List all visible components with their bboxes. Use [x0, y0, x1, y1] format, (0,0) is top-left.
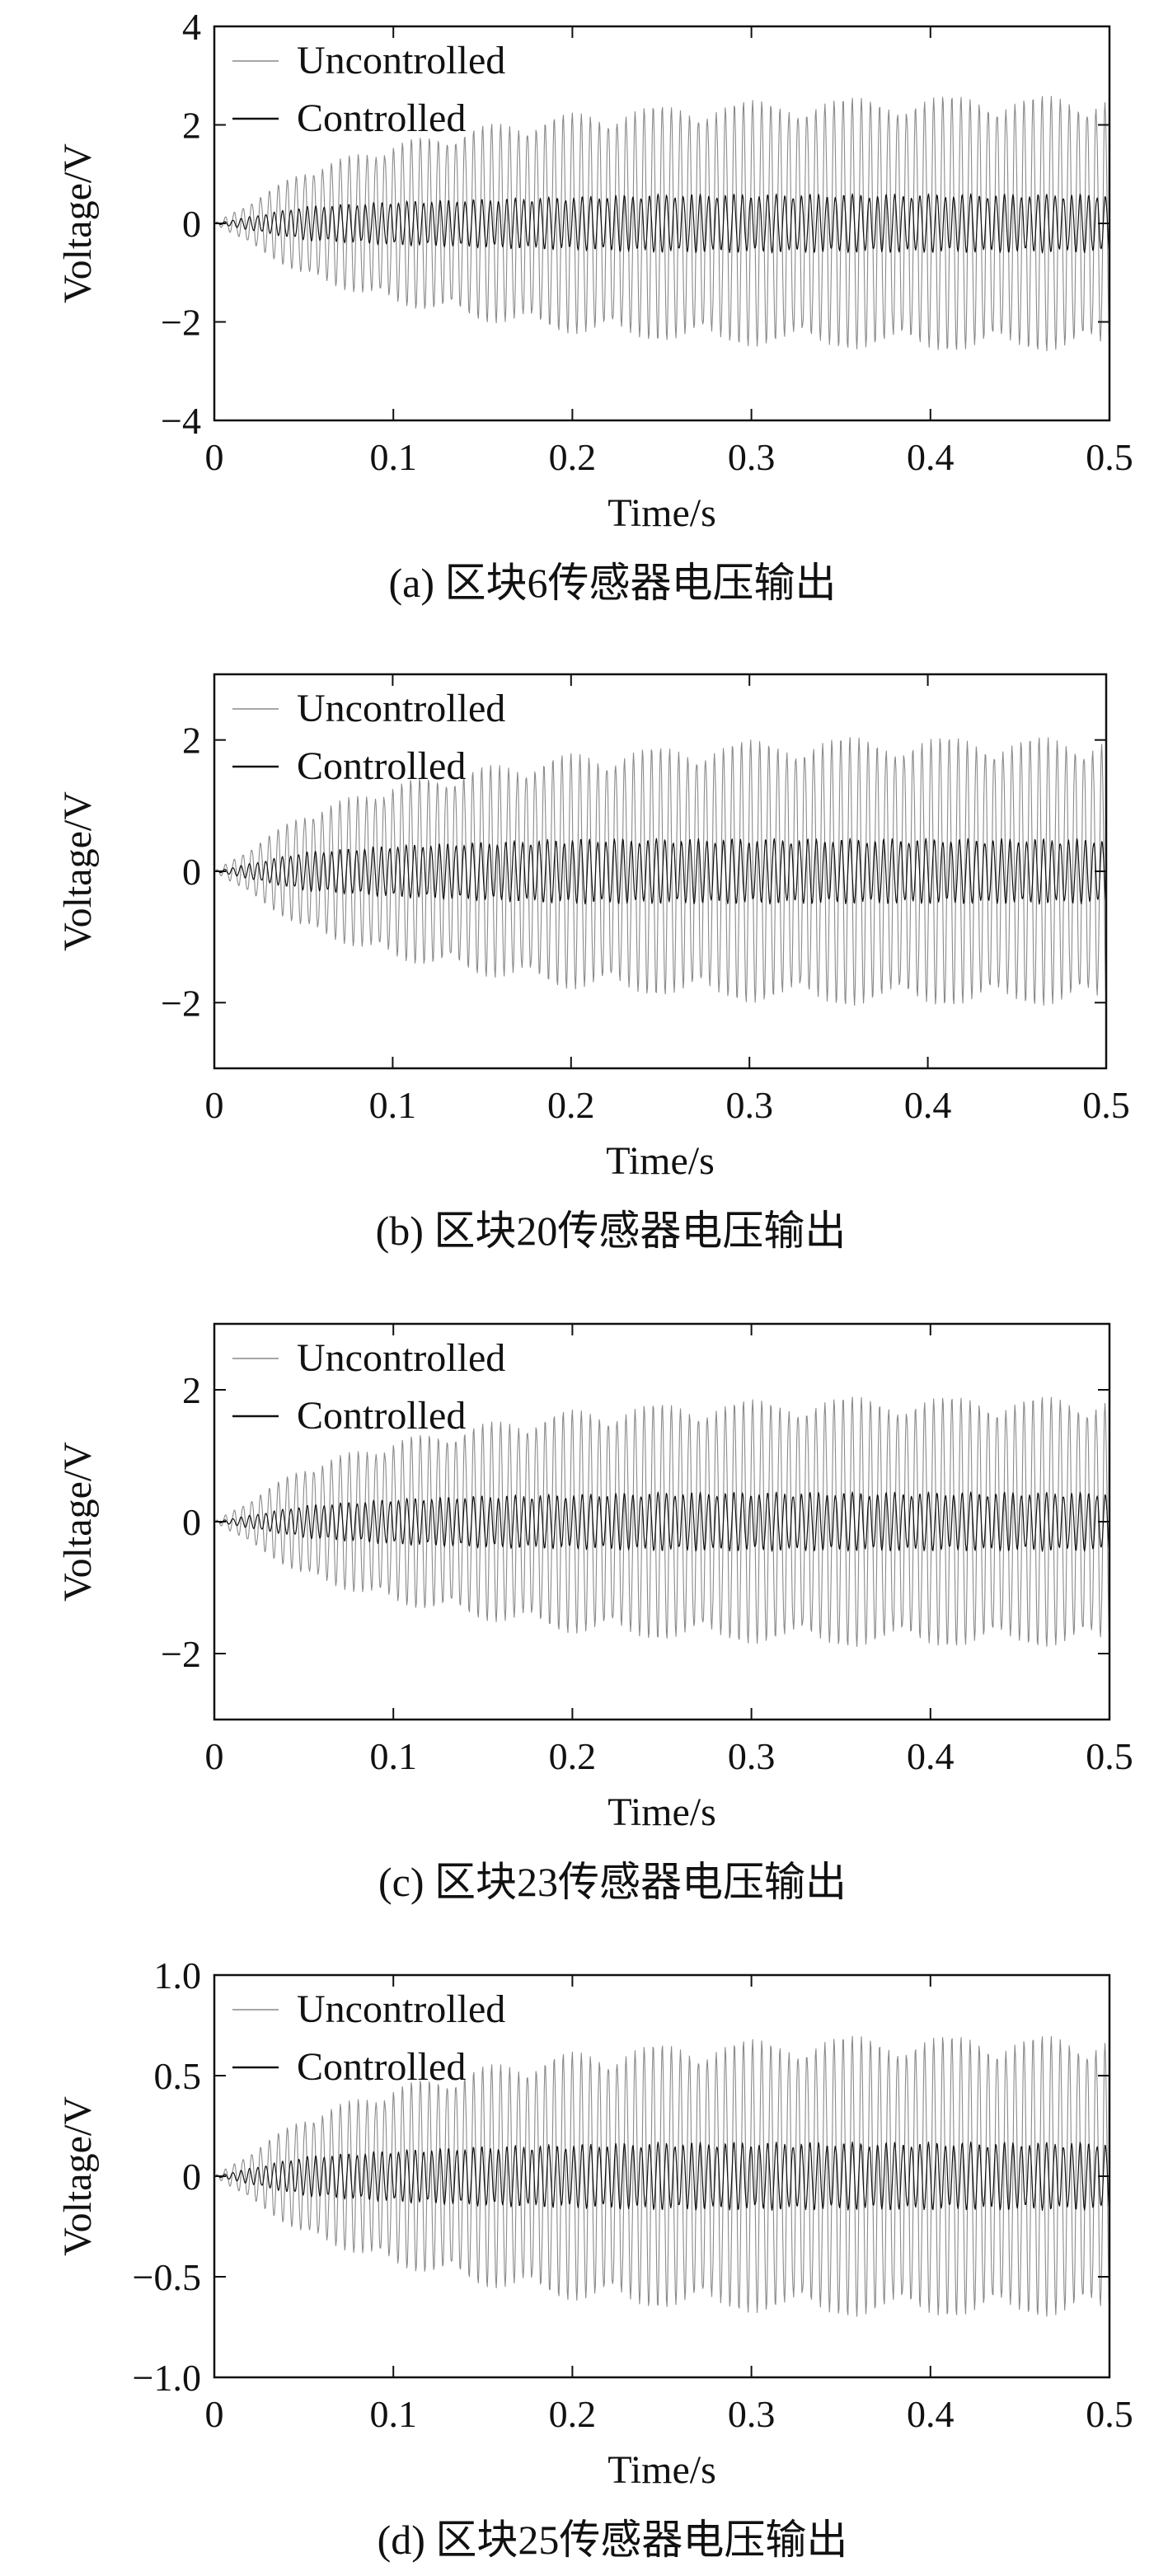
x-tick-label: 0.3 — [728, 436, 776, 478]
y-axis-label: Voltage/V — [56, 791, 100, 951]
legend-label-uncontrolled: Uncontrolled — [297, 39, 505, 82]
y-tick-label: 2 — [182, 105, 201, 147]
x-tick-label: 0.5 — [1086, 2393, 1133, 2435]
y-tick-label: −2 — [161, 302, 201, 344]
figure-caption: (c) 区块23传感器电压输出 — [378, 1859, 847, 1905]
legend-label-controlled: Controlled — [297, 2045, 466, 2089]
plot-frame — [213, 1973, 1111, 2379]
x-tick-label: 0.4 — [904, 1084, 952, 1126]
y-axis-label: Voltage/V — [56, 1442, 100, 1602]
plot-area — [214, 737, 1106, 1006]
x-tick-label: 0 — [205, 1084, 224, 1126]
legend-label-controlled: Controlled — [297, 1394, 466, 1438]
plot-area — [214, 96, 1109, 352]
y-tick-label: 1.0 — [154, 1954, 202, 1997]
x-tick-label: 0.1 — [369, 2393, 417, 2435]
x-tick-label: 0.2 — [547, 1084, 595, 1126]
y-tick-label: 4 — [182, 6, 201, 48]
x-tick-label: 0.2 — [549, 436, 597, 478]
y-tick-label: −2 — [161, 1633, 201, 1675]
x-tick-label: 0.5 — [1086, 1735, 1133, 1777]
x-tick-label: 0.5 — [1086, 436, 1133, 478]
series-line-controlled — [214, 193, 1109, 254]
plot-frame — [213, 1322, 1111, 1721]
y-axis-label: Voltage/V — [56, 143, 100, 303]
y-tick-label: −2 — [161, 982, 201, 1024]
series-line-uncontrolled — [214, 737, 1106, 1006]
x-tick-label: 0.4 — [907, 1735, 955, 1777]
x-tick-label: 0.1 — [369, 1735, 417, 1777]
y-tick-label: 2 — [182, 1369, 201, 1411]
y-tick-label: 0 — [182, 851, 201, 893]
x-tick-label: 0 — [205, 2393, 224, 2435]
y-tick-label: −0.5 — [133, 2256, 201, 2298]
x-axis-label: Time/s — [606, 1139, 715, 1183]
plot-frame — [213, 673, 1108, 1070]
legend-label-uncontrolled: Uncontrolled — [297, 1336, 505, 1380]
x-tick-label: 0.3 — [728, 2393, 776, 2435]
x-tick-label: 0 — [205, 436, 224, 478]
y-tick-label: 0.5 — [154, 2055, 202, 2097]
x-tick-label: 0 — [205, 1735, 224, 1777]
chart-panel-3: 0 0.1 0.2 0.3 0.4 0.5 −2 0 2 Time/s Voltage/V Uncon… — [56, 1322, 1133, 1905]
series-line-controlled — [214, 2141, 1109, 2212]
x-tick-label: 0.4 — [907, 2393, 955, 2435]
series-line-controlled — [214, 838, 1106, 905]
x-axis-label: Time/s — [607, 1790, 716, 1834]
x-tick-label: 0.2 — [549, 2393, 597, 2435]
y-tick-label: 0 — [182, 2156, 201, 2198]
legend-label-uncontrolled: Uncontrolled — [297, 687, 505, 730]
plot-area — [214, 2035, 1109, 2317]
y-tick-label: 0 — [182, 203, 201, 245]
chart-panel-4: 0 0.1 0.2 0.3 0.4 0.5 −1.0 −0.5 0 0.5 1.0 Time/s Vol… — [56, 1954, 1133, 2563]
plot-area — [214, 1396, 1109, 1647]
y-tick-label: 0 — [182, 1501, 201, 1543]
x-axis-label: Time/s — [607, 491, 716, 535]
series-line-uncontrolled — [214, 1396, 1109, 1647]
y-tick-label: 2 — [182, 720, 201, 762]
figure-caption: (d) 区块25传感器电压输出 — [378, 2517, 848, 2563]
x-tick-label: 0.3 — [728, 1735, 776, 1777]
x-tick-label: 0.2 — [549, 1735, 597, 1777]
x-tick-label: 0.5 — [1082, 1084, 1130, 1126]
series-line-controlled — [214, 1491, 1109, 1552]
x-axis-label: Time/s — [607, 2448, 716, 2492]
y-axis-label: Voltage/V — [56, 2096, 100, 2256]
series-line-uncontrolled — [214, 2035, 1109, 2317]
legend-label-controlled: Controlled — [297, 744, 466, 788]
series-line-uncontrolled — [214, 96, 1109, 352]
figure-caption: (b) 区块20传感器电压输出 — [376, 1208, 847, 1254]
x-tick-label: 0.1 — [369, 1084, 417, 1126]
chart-panel-2: 0 0.1 0.2 0.3 0.4 0.5 −2 0 2 Time/s Voltage/V Uncon… — [56, 673, 1130, 1254]
legend-label-controlled: Controlled — [297, 96, 466, 140]
x-tick-label: 0.4 — [907, 436, 955, 478]
chart-panel-1: 0 0.1 0.2 0.3 0.4 0.5 −4 −2 0 2 4 Time/s Voltage/V Un… — [56, 6, 1133, 606]
y-tick-label: −1.0 — [133, 2357, 201, 2399]
plot-frame — [213, 25, 1111, 422]
x-tick-label: 0.1 — [369, 436, 417, 478]
figure-caption: (a) 区块6传感器电压输出 — [389, 560, 837, 606]
x-tick-label: 0.3 — [725, 1084, 773, 1126]
y-tick-label: −4 — [161, 400, 201, 442]
legend-label-uncontrolled: Uncontrolled — [297, 1987, 505, 2031]
